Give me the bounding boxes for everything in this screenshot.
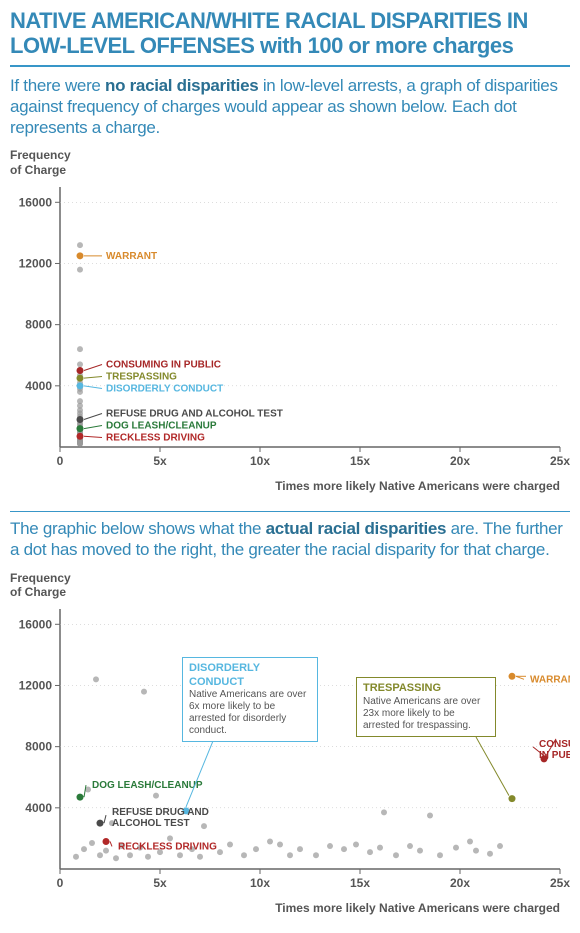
svg-text:10x: 10x — [250, 454, 270, 468]
svg-text:4000: 4000 — [25, 801, 52, 815]
svg-text:10x: 10x — [250, 876, 270, 890]
desc1-bold: no racial disparities — [105, 76, 258, 95]
svg-text:IN PUBLIC: IN PUBLIC — [539, 750, 570, 761]
y-axis-label-1: Frequency of Charge — [10, 148, 570, 177]
svg-text:RECKLESS DRIVING: RECKLESS DRIVING — [118, 842, 217, 853]
chart-2: 4000 8000 12000 16000 0 5x 10x 15x 20x 25x WARRANT… — [10, 599, 570, 899]
desc1-a: If there were — [10, 76, 105, 95]
divider-2 — [10, 511, 570, 512]
chart-1: 4000 8000 12000 16000 0 5x 10x 15x 20x 25x WARRANT… — [10, 177, 570, 477]
divider — [10, 65, 570, 67]
svg-text:RECKLESS DRIVING: RECKLESS DRIVING — [106, 433, 205, 444]
svg-text:0: 0 — [57, 876, 64, 890]
svg-text:DOG LEASH/CLEANUP: DOG LEASH/CLEANUP — [92, 781, 203, 792]
svg-text:20x: 20x — [450, 454, 470, 468]
svg-text:REFUSE DRUG AND ALCOHOL TEST: REFUSE DRUG AND ALCOHOL TEST — [106, 409, 283, 420]
svg-text:20x: 20x — [450, 876, 470, 890]
chart-callout: TRESPASSINGNative Americans are over 23x… — [356, 677, 496, 736]
svg-text:12000: 12000 — [19, 257, 53, 271]
svg-text:16000: 16000 — [19, 195, 53, 209]
svg-text:WARRANT: WARRANT — [530, 675, 570, 686]
svg-text:ALCOHOL TEST: ALCOHOL TEST — [112, 819, 190, 830]
svg-text:8000: 8000 — [25, 318, 52, 332]
svg-text:25x: 25x — [550, 876, 570, 890]
svg-text:0: 0 — [57, 454, 64, 468]
y-axis-label-2: Frequency of Charge — [10, 571, 570, 600]
svg-text:5x: 5x — [153, 876, 167, 890]
svg-text:12000: 12000 — [19, 679, 53, 693]
svg-text:15x: 15x — [350, 876, 370, 890]
svg-text:DOG LEASH/CLEANUP: DOG LEASH/CLEANUP — [106, 421, 217, 432]
svg-text:REFUSE DRUG AND: REFUSE DRUG AND — [112, 808, 209, 819]
svg-text:CONSUMING IN PUBLIC: CONSUMING IN PUBLIC — [106, 360, 221, 371]
svg-text:TRESPASSING: TRESPASSING — [106, 372, 177, 383]
svg-text:5x: 5x — [153, 454, 167, 468]
svg-text:8000: 8000 — [25, 740, 52, 754]
x-axis-label-2: Times more likely Native Americans were … — [10, 901, 570, 915]
svg-text:4000: 4000 — [25, 379, 52, 393]
chart-callout: DISORDERLY CONDUCTNative Americans are o… — [182, 657, 318, 741]
desc2-a: The graphic below shows what the — [10, 519, 266, 538]
svg-text:15x: 15x — [350, 454, 370, 468]
svg-text:WARRANT: WARRANT — [106, 251, 157, 262]
main-title: NATIVE AMERICAN/WHITE RACIAL DISPARITIES… — [10, 8, 570, 59]
desc-1: If there were no racial disparities in l… — [10, 75, 570, 139]
svg-text:25x: 25x — [550, 454, 570, 468]
desc2-bold: actual racial disparities — [266, 519, 447, 538]
x-axis-label-1: Times more likely Native Americans were … — [10, 479, 570, 493]
svg-text:DISORDERLY CONDUCT: DISORDERLY CONDUCT — [106, 384, 223, 395]
svg-text:16000: 16000 — [19, 618, 53, 632]
desc-2: The graphic below shows what the actual … — [10, 518, 570, 561]
